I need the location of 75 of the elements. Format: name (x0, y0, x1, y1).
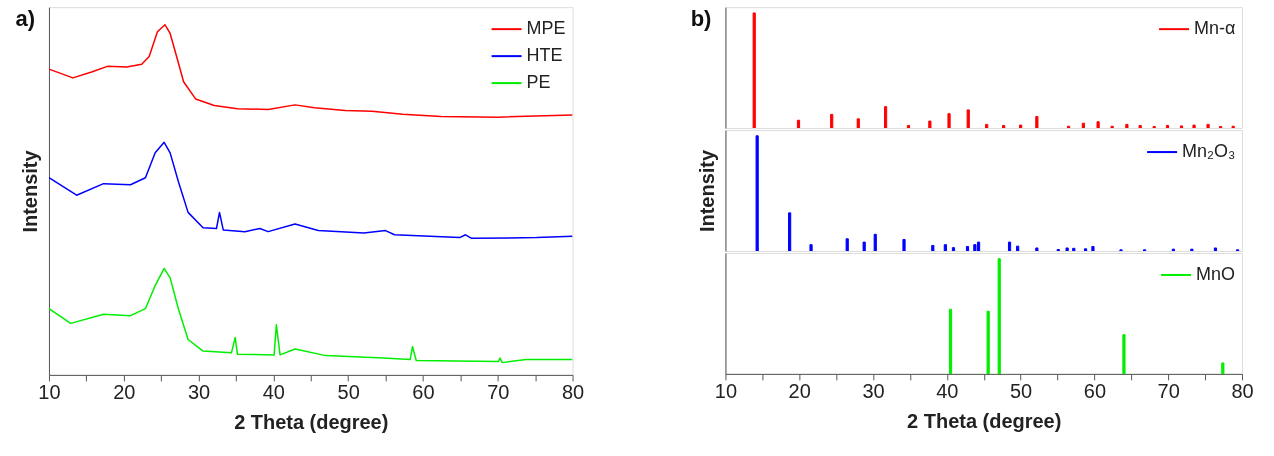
x-axis-title: 2 Theta (degree) (907, 410, 1062, 433)
bar (951, 247, 956, 251)
bar (1072, 247, 1076, 251)
bar (928, 120, 932, 129)
bar (1221, 362, 1225, 374)
x-tick-label: 20 (113, 381, 136, 404)
bar (1213, 247, 1218, 251)
y-axis-title: Intensity (19, 150, 42, 233)
bar (1081, 122, 1085, 129)
bar (883, 106, 888, 129)
legend-label: Mn-α (1194, 18, 1236, 39)
x-tick-label: 70 (487, 381, 510, 404)
y-axis-title: Intensity (695, 149, 718, 233)
bar (1002, 124, 1006, 129)
bar (1019, 124, 1023, 129)
x-axis-title: 2 Theta (degree) (234, 411, 389, 434)
bar (1065, 247, 1069, 251)
bar (862, 241, 866, 251)
bar (752, 12, 756, 129)
bar (1096, 121, 1100, 129)
bar (1083, 248, 1088, 251)
x-tick-label: 80 (1231, 380, 1254, 403)
x-tick-label: 60 (1083, 380, 1107, 403)
x-tick-label: 50 (1010, 380, 1033, 403)
legend-label: Mn₂O₃ (1182, 141, 1236, 162)
bar (1165, 124, 1170, 129)
bar (997, 258, 1001, 374)
x-tick-label: 30 (862, 380, 885, 403)
bar (1138, 124, 1142, 129)
bar (965, 245, 970, 251)
bar (788, 212, 792, 251)
bar (830, 113, 834, 129)
bar (976, 241, 981, 251)
x-tick-label: 80 (561, 381, 585, 404)
bar (943, 244, 947, 251)
bar (966, 109, 970, 129)
bar (845, 238, 849, 251)
bar (1007, 241, 1012, 251)
bar (1035, 247, 1039, 251)
text: b) (690, 6, 712, 32)
bar (1091, 245, 1095, 251)
x-tick-label: 20 (788, 380, 811, 403)
bar (873, 233, 877, 251)
bar (986, 310, 990, 374)
bar (1125, 123, 1129, 129)
legend-label: MnO (1196, 263, 1236, 284)
x-tick-label: 30 (187, 381, 211, 404)
legend-label: MPE (526, 18, 566, 39)
x-tick-label: 40 (262, 381, 285, 404)
bar (931, 244, 935, 251)
bar (947, 113, 951, 129)
bar (1192, 124, 1196, 129)
x-tick-label: 70 (1157, 380, 1180, 403)
bar (1206, 123, 1210, 129)
x-tick-label: 40 (936, 380, 959, 403)
bar (1179, 125, 1184, 129)
legend-label: HTE (526, 45, 563, 66)
text: a) (15, 6, 35, 32)
bar (948, 308, 953, 374)
x-tick-label: 10 (38, 381, 61, 404)
bar (755, 135, 759, 251)
bar (902, 238, 906, 251)
x-tick-label: 10 (714, 380, 738, 403)
bar (1016, 245, 1020, 251)
bar (973, 244, 977, 251)
bar (906, 124, 911, 129)
bar (985, 123, 989, 129)
bar (1035, 116, 1039, 129)
bar (1122, 334, 1126, 374)
x-tick-label: 50 (337, 381, 360, 404)
bar (809, 244, 813, 251)
bar (856, 118, 860, 129)
bar (796, 119, 801, 129)
legend-label: PE (526, 72, 551, 93)
x-tick-label: 60 (412, 381, 435, 404)
